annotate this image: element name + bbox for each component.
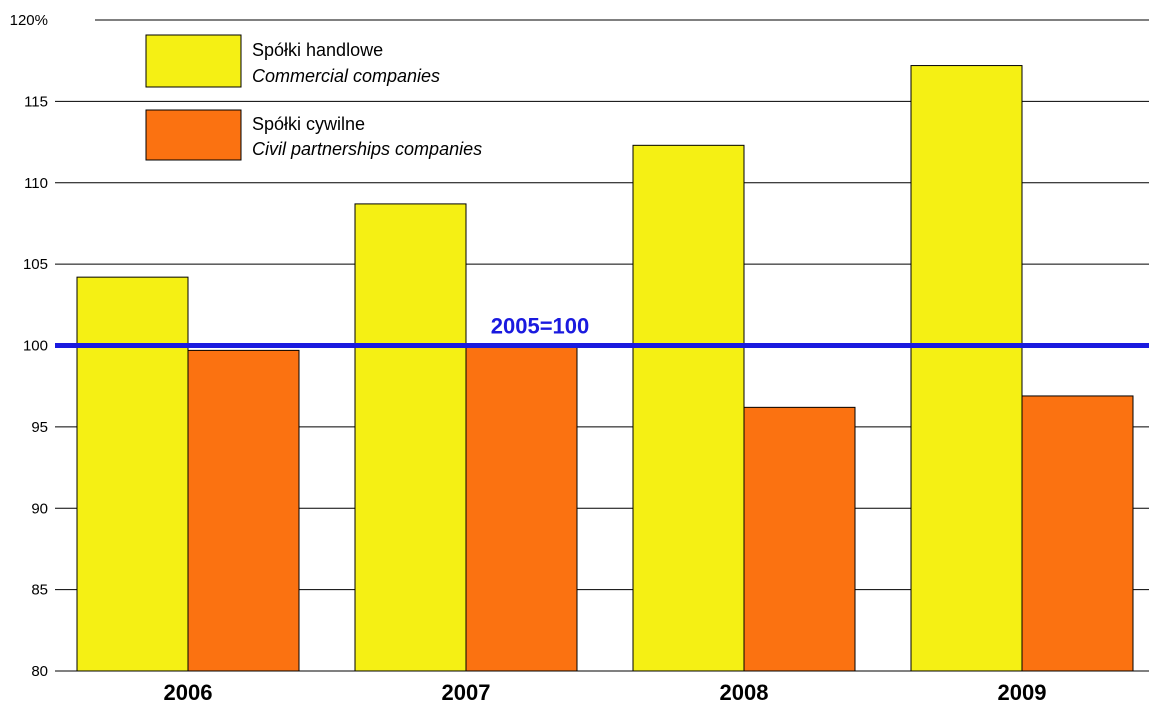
y-tick-label-120: 120%	[10, 12, 48, 29]
bar-commercial-2006	[76, 276, 189, 672]
bar-commercial-2009	[910, 65, 1023, 672]
y-tick-label-95: 95	[31, 419, 48, 436]
x-category-label-2007: 2007	[442, 680, 491, 704]
y-tick-label-115: 115	[24, 93, 48, 110]
y-tick-label-100: 100	[23, 338, 48, 355]
bar-commercial-2008	[632, 144, 745, 672]
legend-label-commercial-en: Commercial companies	[252, 66, 440, 86]
legend-swatch-civil	[145, 109, 242, 161]
bar-civil-2006	[187, 349, 300, 672]
bar-civil-2007	[465, 345, 578, 672]
y-axis-ticks: 80 85 90 95 100 105 110 115 120%	[10, 12, 48, 680]
x-category-label-2009: 2009	[998, 680, 1047, 704]
legend-label-commercial-pl: Spółki handlowe	[252, 40, 383, 60]
legend-label-civil-pl: Spółki cywilne	[252, 114, 365, 134]
y-tick-label-85: 85	[31, 582, 48, 599]
bar-commercial-2007	[354, 203, 467, 672]
bar-civil-2009	[1021, 395, 1134, 672]
reference-line-group: 2005=100	[55, 314, 1149, 348]
x-axis-category-labels: 2006 2007 2008 2009	[164, 680, 1047, 704]
bars	[76, 65, 1134, 672]
reference-line-label: 2005=100	[491, 314, 590, 339]
x-category-label-2006: 2006	[164, 680, 213, 704]
bar-civil-2008	[743, 406, 856, 672]
y-tick-label-105: 105	[23, 256, 48, 273]
legend-label-civil-en: Civil partnerships companies	[252, 139, 482, 159]
x-category-label-2008: 2008	[720, 680, 769, 704]
y-tick-label-110: 110	[24, 175, 48, 192]
legend-swatch-commercial	[145, 34, 242, 88]
y-tick-label-90: 90	[31, 500, 48, 517]
y-tick-label-80: 80	[31, 663, 48, 680]
legend: Spółki handlowe Commercial companies Spó…	[145, 34, 482, 161]
